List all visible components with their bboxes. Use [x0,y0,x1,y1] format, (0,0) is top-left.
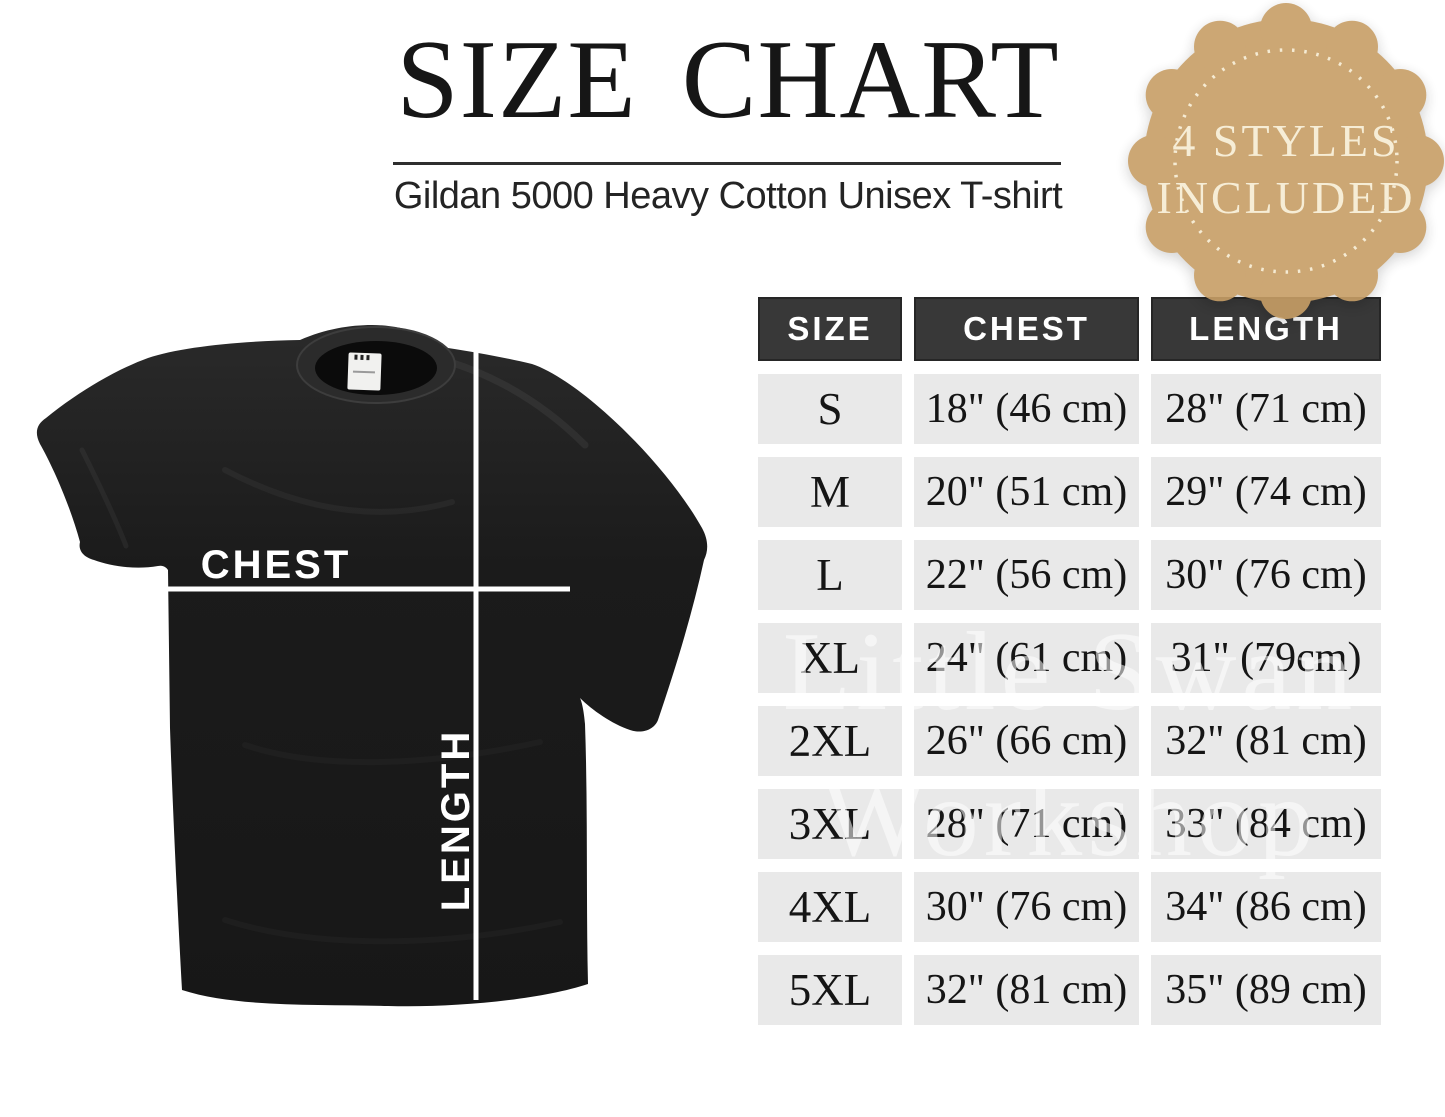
column-header-size: SIZE [758,297,902,361]
tshirt-svg: CHEST LENGTH [36,325,708,1007]
cell-chest: 20" (51 cm) [914,457,1139,527]
styles-badge: 4 STYLES INCLUDED [1121,0,1445,326]
cell-size: XL [758,623,902,693]
length-line [473,346,479,1000]
chest-label: CHEST [201,543,352,587]
cell-chest: 18" (46 cm) [914,374,1139,444]
cell-length: 31" (79cm) [1151,623,1381,693]
neck-label [347,352,382,391]
cell-length: 35" (89 cm) [1151,955,1381,1025]
cell-length: 29" (74 cm) [1151,457,1381,527]
badge-line1: 4 STYLES [1172,115,1399,166]
cell-chest: 26" (66 cm) [914,706,1139,776]
cell-size: S [758,374,902,444]
cell-size: 4XL [758,872,902,942]
badge-dotted-ring [1173,48,1399,274]
cell-size: 5XL [758,955,902,1025]
length-label: LENGTH [434,729,478,911]
cell-size: L [758,540,902,610]
cell-length: 34" (86 cm) [1151,872,1381,942]
cell-size: 3XL [758,789,902,859]
cell-chest: 24" (61 cm) [914,623,1139,693]
title-divider [393,162,1061,165]
tshirt-body [36,325,708,1007]
chest-line [168,586,570,592]
size-table: SIZE CHEST LENGTH S 18" (46 cm) 28" (71 … [758,297,1381,1025]
styles-badge-svg: 4 STYLES INCLUDED [1128,3,1444,319]
cell-chest: 32" (81 cm) [914,955,1139,1025]
tshirt-illustration: CHEST LENGTH [20,320,720,1020]
cell-length: 30" (76 cm) [1151,540,1381,610]
cell-chest: 30" (76 cm) [914,872,1139,942]
cell-length: 33" (84 cm) [1151,789,1381,859]
cell-chest: 22" (56 cm) [914,540,1139,610]
tshirt-wrinkles [79,358,589,945]
page-title: SIZE CHART [396,18,1060,142]
cell-size: M [758,457,902,527]
cell-length: 28" (71 cm) [1151,374,1381,444]
page-subtitle: Gildan 5000 Heavy Cotton Unisex T-shirt [393,175,1063,217]
cell-chest: 28" (71 cm) [914,789,1139,859]
cell-size: 2XL [758,706,902,776]
badge-line2: INCLUDED [1156,172,1415,223]
cell-length: 32" (81 cm) [1151,706,1381,776]
badge-seal-shape [1128,3,1444,319]
column-header-chest: CHEST [914,297,1139,361]
